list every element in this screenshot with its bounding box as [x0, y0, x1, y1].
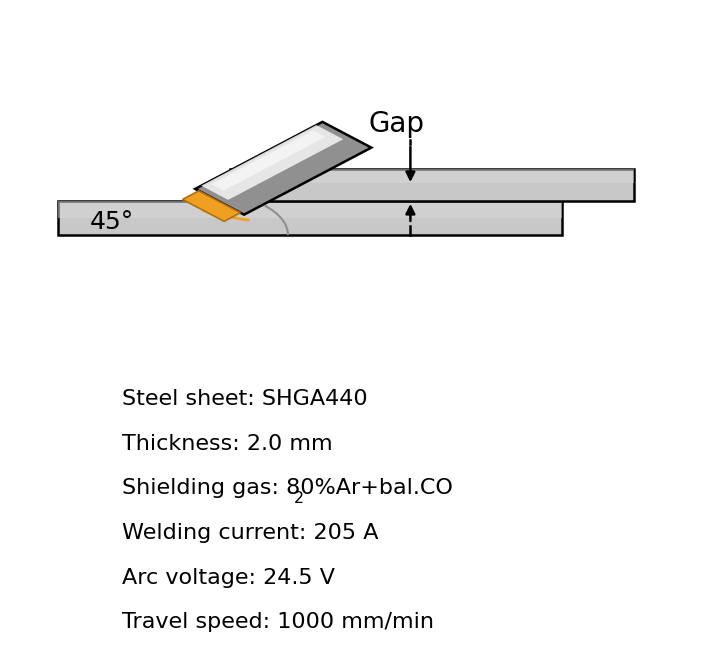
Text: Gap: Gap: [368, 111, 424, 139]
Text: Shielding gas: 80%Ar+bal.CO: Shielding gas: 80%Ar+bal.CO: [122, 479, 454, 498]
Bar: [230, 169, 634, 183]
Bar: [230, 169, 634, 201]
Text: Travel speed: 1000 mm/min: Travel speed: 1000 mm/min: [122, 612, 434, 632]
Polygon shape: [202, 125, 343, 200]
Text: Arc voltage: 24.5 V: Arc voltage: 24.5 V: [122, 568, 336, 588]
Text: Thickness: 2.0 mm: Thickness: 2.0 mm: [122, 434, 333, 454]
Polygon shape: [212, 131, 325, 190]
Bar: [58, 201, 562, 218]
Text: 2: 2: [294, 491, 304, 506]
Text: Steel sheet: SHGA440: Steel sheet: SHGA440: [122, 389, 368, 409]
Text: 45°: 45°: [89, 210, 134, 234]
Polygon shape: [183, 191, 240, 221]
Polygon shape: [195, 122, 372, 215]
Text: Welding current: 205 A: Welding current: 205 A: [122, 523, 379, 543]
Bar: [58, 201, 562, 235]
